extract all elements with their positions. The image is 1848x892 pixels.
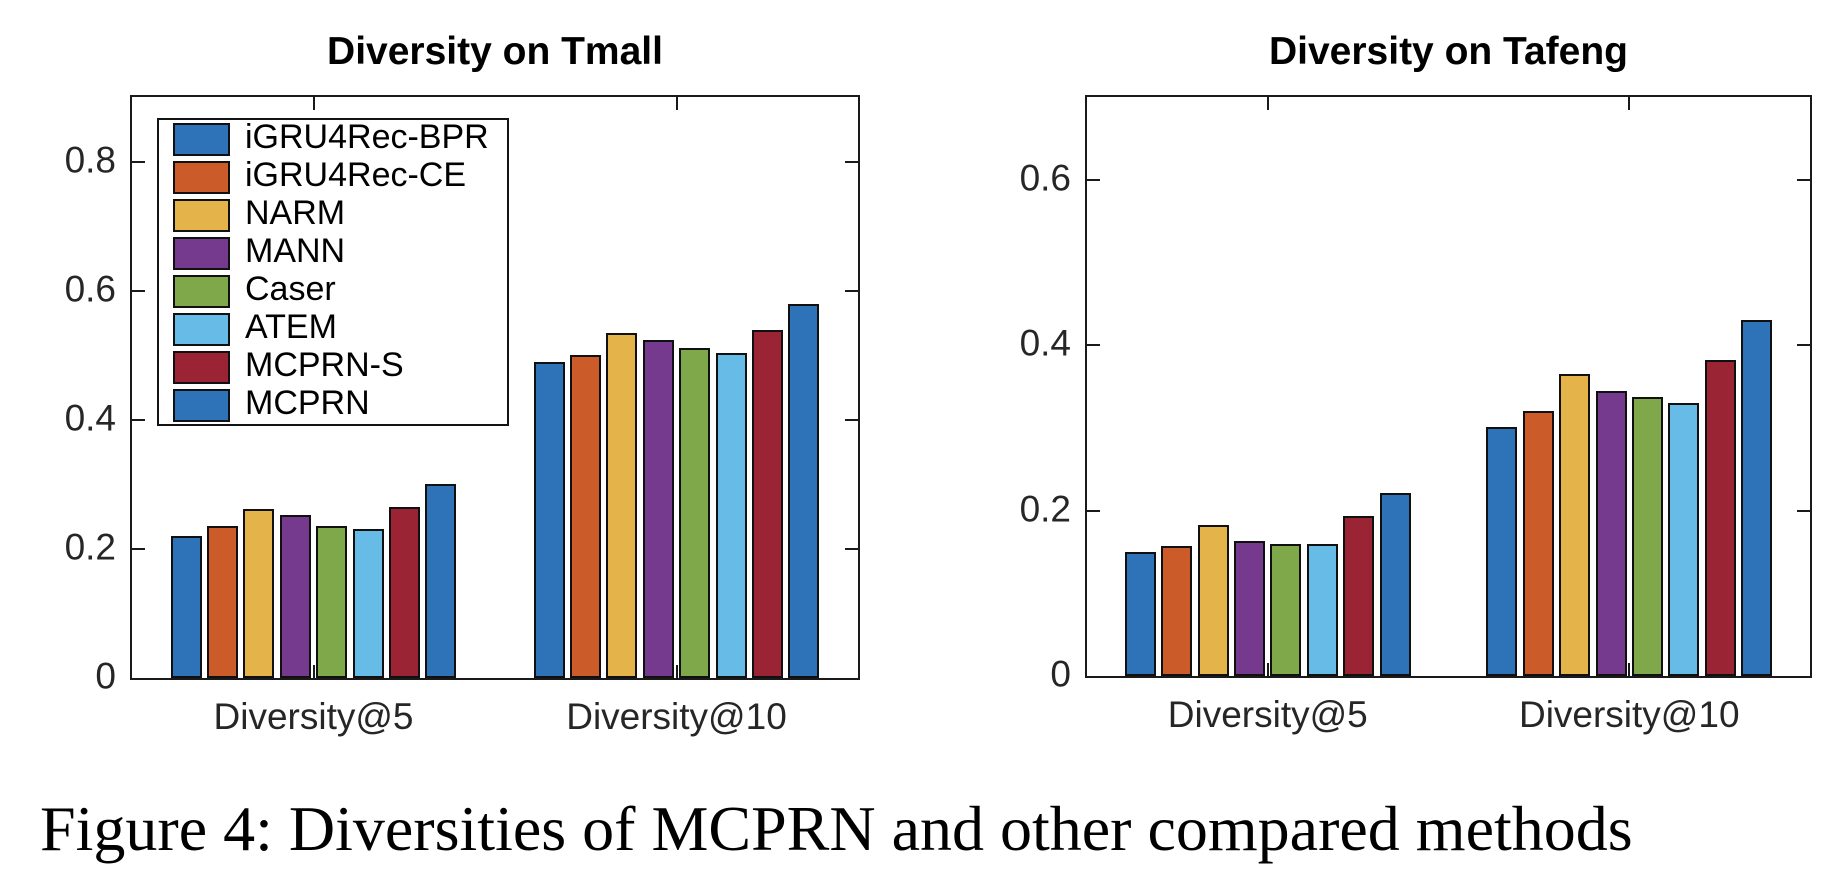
y-axis-tick-label: 0.2 — [64, 526, 116, 568]
y-tick-mark-right — [845, 289, 858, 292]
bar-igru4rec-ce-diversity@5 — [1161, 546, 1193, 676]
bar-igru4rec-bpr-diversity@5 — [1124, 551, 1156, 676]
y-tick-mark-right — [1797, 178, 1810, 181]
bar-caser-diversity@5 — [1270, 544, 1302, 676]
legend-row: NARM — [159, 196, 507, 234]
x-tick-mark-bottom — [312, 665, 315, 678]
x-axis-category-label: Diversity@5 — [213, 696, 414, 737]
legend-row: MCPRN — [159, 386, 507, 424]
legend-row: iGRU4Rec-BPR — [159, 120, 507, 158]
bar-igru4rec-bpr-diversity@5 — [170, 535, 202, 678]
bar-mcprn-diversity@5 — [425, 483, 457, 678]
bar-mann-diversity@5 — [279, 515, 311, 678]
y-tick-mark-left — [132, 160, 145, 163]
bar-caser-diversity@10 — [679, 348, 711, 678]
y-tick-mark-left — [1087, 178, 1100, 181]
y-tick-mark-right — [845, 547, 858, 550]
legend-label: NARM — [245, 193, 346, 232]
bar-atem-diversity@10 — [1668, 403, 1700, 676]
bar-igru4rec-bpr-diversity@10 — [533, 361, 565, 678]
legend-swatch-igru4rec-ce — [173, 160, 230, 194]
bar-igru4rec-ce-diversity@5 — [207, 526, 238, 678]
legend-row: Caser — [159, 272, 507, 310]
x-axis-category-label: Diversity@10 — [566, 696, 787, 737]
y-axis-tick-label: 0.6 — [64, 267, 116, 309]
legend: iGRU4Rec-BPR iGRU4Rec-CE NARM MANN Caser ATEM… — [157, 118, 509, 426]
legend-row: MANN — [159, 234, 507, 272]
x-axis-category-label: Diversity@5 — [1167, 694, 1368, 735]
bar-mann-diversity@10 — [1595, 390, 1627, 676]
legend-row: MCPRN-S — [159, 348, 507, 386]
y-axis-tick-label: 0.4 — [1019, 322, 1071, 364]
y-tick-mark-right — [845, 418, 858, 421]
x-tick-mark-bottom — [1628, 663, 1631, 676]
legend-label: iGRU4Rec-CE — [245, 155, 467, 194]
plot-area — [1085, 95, 1812, 678]
legend-label: ATEM — [245, 307, 337, 346]
y-tick-mark-left — [1087, 509, 1100, 512]
x-tick-mark-top — [675, 97, 678, 110]
bar-narm-diversity@10 — [606, 332, 638, 678]
y-tick-mark-left — [132, 289, 145, 292]
bar-igru4rec-ce-diversity@10 — [1522, 410, 1554, 676]
legend-swatch-mcprn — [173, 388, 230, 422]
x-tick-mark-bottom — [1266, 663, 1269, 676]
legend-row: ATEM — [159, 310, 507, 348]
legend-label: MCPRN-S — [245, 345, 404, 384]
bar-mcprn-s-diversity@5 — [1343, 516, 1375, 676]
bar-atem-diversity@5 — [352, 528, 384, 678]
y-axis-tick-label: 0.8 — [64, 138, 116, 180]
bar-igru4rec-bpr-diversity@10 — [1486, 427, 1518, 676]
bar-mann-diversity@10 — [642, 339, 674, 678]
bar-mcprn-s-diversity@5 — [389, 506, 420, 678]
x-axis-category-label: Diversity@10 — [1518, 694, 1740, 735]
bar-narm-diversity@10 — [1559, 374, 1591, 676]
legend-swatch-caser — [173, 274, 230, 308]
bar-caser-diversity@10 — [1631, 397, 1663, 676]
x-tick-mark-top — [1628, 97, 1631, 110]
legend-row: iGRU4Rec-CE — [159, 158, 507, 196]
legend-swatch-narm — [173, 198, 230, 232]
x-tick-mark-top — [1266, 97, 1269, 110]
legend-swatch-igru4rec-bpr — [173, 122, 230, 156]
bar-atem-diversity@5 — [1306, 544, 1338, 676]
legend-label: MCPRN — [245, 383, 370, 422]
x-tick-mark-top — [312, 97, 315, 110]
bar-caser-diversity@5 — [316, 526, 348, 678]
figure-caption: Figure 4: Diversities of MCPRN and other… — [40, 793, 1633, 864]
bar-mcprn-s-diversity@10 — [752, 330, 783, 678]
legend-swatch-atem — [173, 312, 230, 346]
bar-mann-diversity@5 — [1234, 541, 1266, 676]
y-tick-mark-left — [1087, 344, 1100, 347]
y-axis-tick-label: 0 — [1050, 653, 1071, 695]
y-tick-mark-right — [1797, 509, 1810, 512]
legend-label: Caser — [245, 269, 336, 308]
y-axis-tick-label: 0.2 — [1019, 487, 1071, 529]
bar-atem-diversity@10 — [715, 352, 747, 678]
x-tick-mark-bottom — [675, 665, 678, 678]
y-tick-mark-right — [1797, 344, 1810, 347]
bar-mcprn-diversity@10 — [788, 303, 820, 678]
bar-narm-diversity@5 — [1197, 524, 1229, 676]
y-tick-mark-right — [845, 160, 858, 163]
legend-swatch-mann — [173, 236, 230, 270]
y-tick-mark-left — [132, 418, 145, 421]
bar-mcprn-diversity@10 — [1741, 320, 1773, 676]
bar-igru4rec-ce-diversity@10 — [570, 354, 601, 678]
chart-title: Diversity on Tmall — [327, 30, 663, 73]
y-axis-tick-label: 0 — [95, 655, 116, 697]
legend-label: MANN — [245, 231, 346, 270]
bar-mcprn-diversity@5 — [1379, 493, 1411, 676]
y-axis-tick-label: 0.6 — [1019, 157, 1071, 199]
legend-swatch-mcprn-s — [173, 350, 230, 384]
y-tick-mark-left — [132, 547, 145, 550]
legend-label: iGRU4Rec-BPR — [245, 117, 489, 156]
bar-mcprn-s-diversity@10 — [1704, 360, 1736, 676]
bar-narm-diversity@5 — [243, 508, 275, 678]
chart-title: Diversity on Tafeng — [1268, 30, 1629, 73]
y-axis-tick-label: 0.4 — [64, 397, 116, 439]
